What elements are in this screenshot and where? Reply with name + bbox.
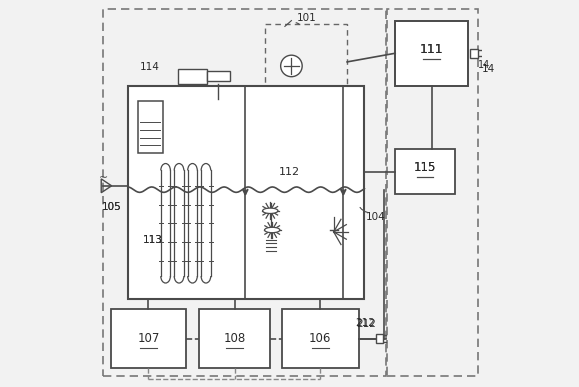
Text: ~: ~ [98, 173, 108, 183]
Bar [395, 21, 468, 86]
Text: 115: 115 [414, 161, 436, 174]
Text: 107: 107 [137, 332, 160, 345]
Bar [111, 309, 186, 368]
Circle shape [281, 55, 302, 77]
Bar [387, 9, 478, 376]
Text: 104: 104 [366, 212, 386, 221]
Text: 108: 108 [223, 332, 245, 345]
Bar [128, 86, 364, 299]
Text: 111: 111 [420, 43, 444, 56]
Text: 212: 212 [357, 319, 376, 329]
Text: 113: 113 [142, 235, 162, 245]
Text: 14: 14 [482, 63, 495, 74]
Bar [245, 90, 343, 295]
Text: 115: 115 [414, 161, 436, 174]
Bar [207, 71, 230, 81]
Bar [199, 309, 270, 368]
Bar [178, 68, 207, 84]
Bar [138, 101, 163, 153]
Text: 105: 105 [102, 202, 122, 212]
Ellipse shape [265, 227, 280, 233]
Text: 101: 101 [297, 12, 317, 22]
Text: 113: 113 [142, 235, 162, 245]
Bar [470, 49, 478, 58]
Bar [103, 9, 386, 376]
Bar [265, 24, 347, 99]
Ellipse shape [263, 208, 278, 214]
Text: 212: 212 [356, 318, 376, 328]
Text: 112: 112 [279, 167, 300, 177]
Text: 111: 111 [420, 43, 444, 56]
Text: 14: 14 [478, 60, 490, 70]
Bar [282, 309, 358, 368]
Text: 105: 105 [102, 202, 122, 212]
Bar [376, 334, 383, 343]
Bar [395, 149, 455, 194]
Text: 114: 114 [140, 62, 159, 72]
Text: 106: 106 [309, 332, 331, 345]
Bar [134, 90, 245, 295]
